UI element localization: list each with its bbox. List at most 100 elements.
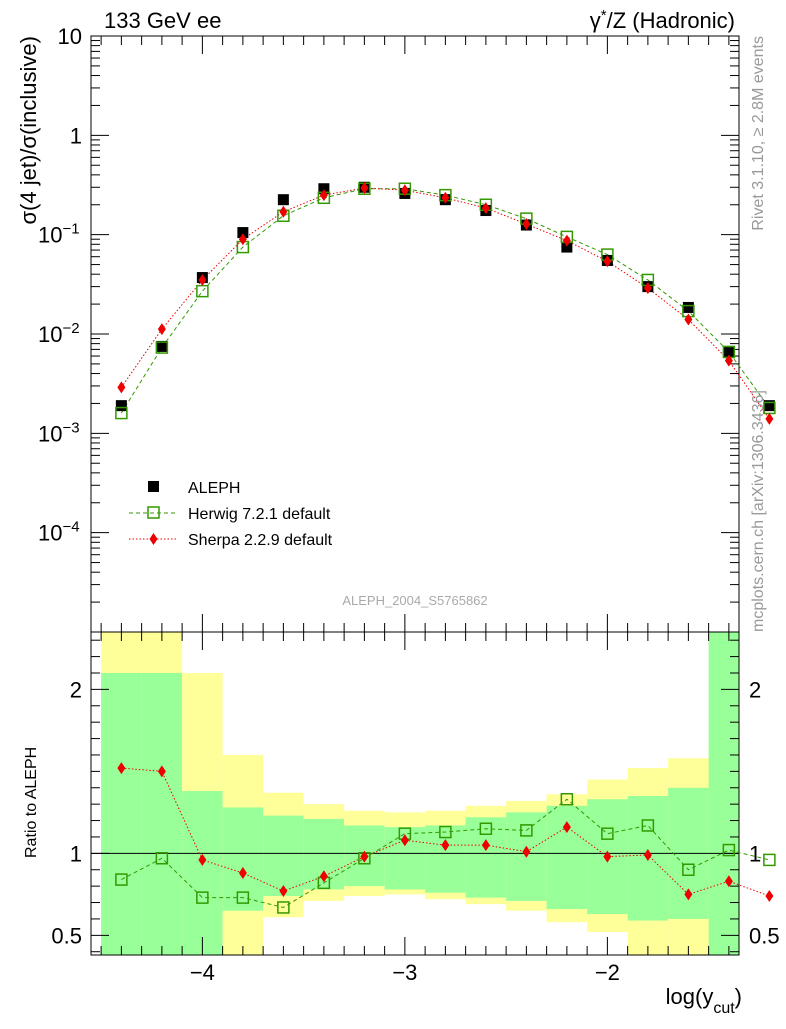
band-inner-bin <box>465 817 507 898</box>
x-axis-label: log(ycut) <box>666 984 742 1017</box>
ratio-y-tick-label: 1 <box>70 841 82 866</box>
main-y-tick-label: 10−2 <box>38 320 80 347</box>
main-y-tick-label-base: 10 <box>38 223 62 248</box>
main-y-tick-label: 1 <box>70 123 82 148</box>
herwig-ratio-point <box>722 843 736 857</box>
aleph-point <box>237 227 249 239</box>
herwig-ratio-point <box>277 901 290 914</box>
herwig-ratio-point <box>155 852 169 865</box>
sherpa-ratio-point <box>198 853 207 866</box>
herwig-point <box>115 406 128 420</box>
main-y-tick-label: 10−1 <box>38 221 80 248</box>
main-y-tick-label-base: 1 <box>70 123 82 148</box>
band-inner-bin <box>141 672 183 955</box>
herwig-ratio-point <box>763 853 776 867</box>
main-series <box>115 181 776 425</box>
sherpa-ratio-point <box>279 885 288 898</box>
herwig-ratio-line <box>121 798 770 908</box>
sherpa-ratio-point <box>319 870 328 883</box>
herwig-ratio-point <box>560 792 574 806</box>
main-y-tick-label-exp: −3 <box>62 419 79 436</box>
aleph-point <box>682 301 694 313</box>
aleph-point <box>277 194 289 206</box>
sherpa-point <box>238 233 247 246</box>
legend-herwig-label: Herwig 7.2.1 default <box>188 506 331 523</box>
main-y-tick-label-base: 10 <box>38 521 62 546</box>
sherpa-point <box>562 234 571 247</box>
sherpa-point <box>157 323 166 336</box>
analysis-watermark: ALEPH_2004_S5765862 <box>342 593 487 608</box>
legend: ALEPH Herwig 7.2.1 default Sherpa 2.2.9 … <box>129 480 333 549</box>
legend-herwig-marker <box>147 506 160 519</box>
main-y-label: σ(4 jet)/σ(inclusive) <box>16 36 41 225</box>
sherpa-line <box>120 187 770 420</box>
sherpa-point <box>319 189 328 202</box>
main-y-tick-label-base: 10 <box>38 322 62 347</box>
sherpa-ratio-point <box>360 850 369 863</box>
sherpa-ratio-point <box>522 845 531 858</box>
sherpa-ratio-point <box>765 889 774 902</box>
sherpa-ratio-point <box>117 762 126 775</box>
sherpa-point <box>117 381 126 394</box>
band-inner-bin <box>263 815 304 896</box>
main-y-tick-label-exp: −4 <box>62 519 79 536</box>
herwig-line <box>120 188 770 414</box>
herwig-ratio-point <box>641 819 655 832</box>
aleph-point <box>561 241 573 253</box>
sherpa-ratio-point <box>562 821 571 834</box>
sherpa-ratio-point <box>481 839 490 852</box>
sherpa-point <box>643 282 652 295</box>
band-inner-bin <box>182 791 223 955</box>
main-y-tick-label-exp: −2 <box>62 320 79 337</box>
herwig-ratio-point <box>236 891 250 904</box>
sherpa-point <box>603 255 612 268</box>
sherpa-point <box>279 205 288 218</box>
ratio-y-tick-label: 2 <box>70 677 82 702</box>
sherpa-point <box>522 218 531 231</box>
sherpa-ratio-point <box>684 888 693 901</box>
mcplots-label: mcplots.cern.ch [arXiv:1306.3436] <box>750 390 767 632</box>
sherpa-point <box>684 313 693 326</box>
ratio-y-tick-label-right: 2 <box>749 677 761 702</box>
sherpa-point <box>481 202 490 215</box>
sherpa-ratio-point <box>441 839 450 852</box>
main-y-tick-label: 10 <box>58 24 82 49</box>
ratio-series <box>115 762 776 914</box>
ratio-y-label: Ratio to ALEPH <box>23 747 40 858</box>
aleph-point <box>115 400 127 412</box>
x-tick-label: −4 <box>190 960 215 985</box>
herwig-ratio-point <box>439 825 452 839</box>
x-tick-label: −3 <box>392 960 417 985</box>
ratio-uncertainty-bands <box>101 632 739 955</box>
sherpa-ratio-point <box>157 765 166 778</box>
sherpa-ratio-point <box>724 875 733 888</box>
ratio-y-tick-label: 0.5 <box>51 923 82 948</box>
main-y-tick-label: 10−4 <box>38 519 80 546</box>
sherpa-point <box>724 354 733 367</box>
band-inner-bin <box>222 807 264 911</box>
x-tick-label: −2 <box>595 960 620 985</box>
herwig-point <box>196 284 209 298</box>
herwig-ratio-point <box>682 863 695 876</box>
x-axis: −4 −3 −2 <box>100 36 730 985</box>
main-y-tick-label-base: 10 <box>58 24 82 49</box>
header-left: 133 GeV ee <box>104 8 221 33</box>
main-y-tick-label-exp: −1 <box>62 221 79 238</box>
main-y-tick-label: 10−3 <box>38 419 80 446</box>
sherpa-ratio-point <box>238 867 247 880</box>
ratio-y-tick-label-right: 0.5 <box>749 923 780 948</box>
band-inner-bin <box>708 632 739 955</box>
legend-sherpa-marker <box>149 533 158 545</box>
sherpa-ratio-point <box>643 848 652 861</box>
rivet-label: Rivet 3.1.10, ≥ 2.8M events <box>750 36 767 231</box>
sherpa-point <box>360 181 369 194</box>
sherpa-point <box>765 412 774 425</box>
herwig-ratio-point <box>601 827 614 840</box>
aleph-point <box>763 400 775 412</box>
sherpa-ratio-point <box>400 834 409 847</box>
sherpa-point <box>400 184 409 197</box>
aleph-point <box>156 340 168 352</box>
ratio-y-tick-label-right: 1 <box>749 841 761 866</box>
herwig-ratio-point <box>115 873 128 886</box>
